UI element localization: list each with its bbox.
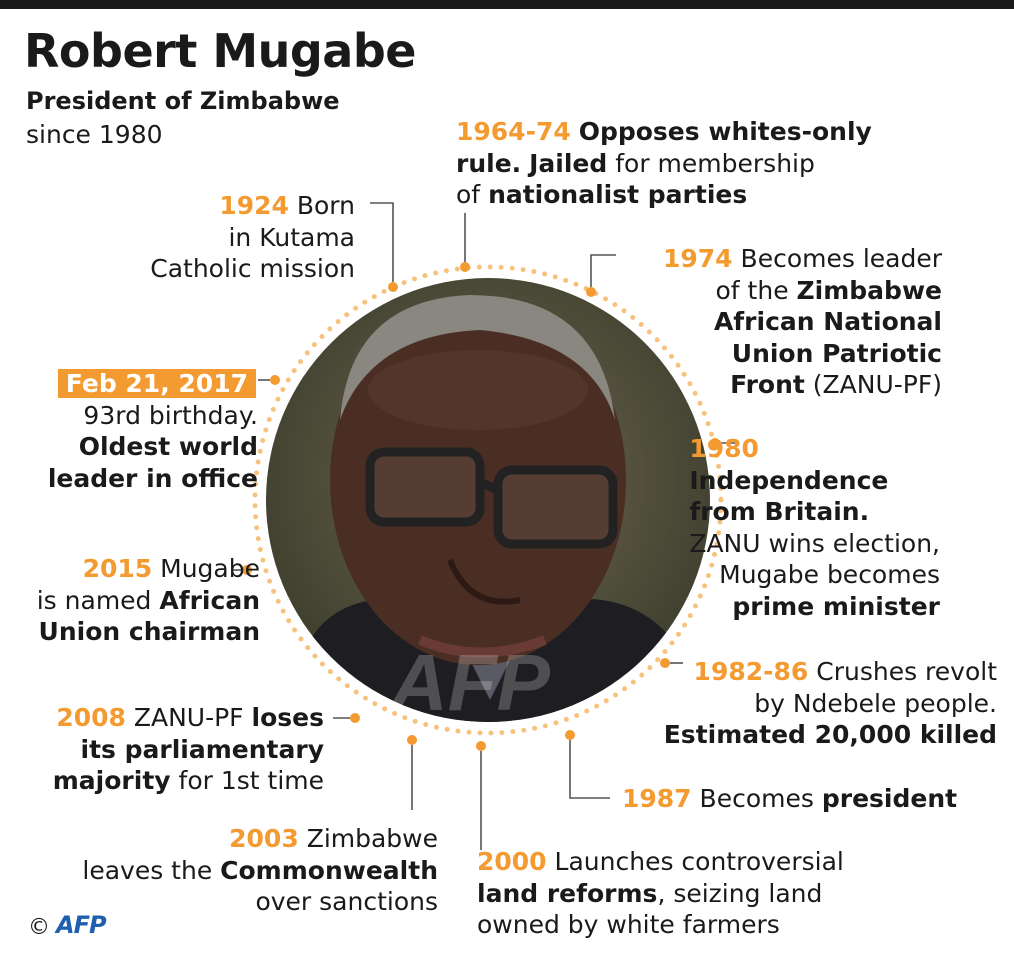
- date-highlight: Feb 21, 2017: [57, 369, 256, 398]
- event-1982: 1982-86 Crushes revolt by Ndebele people…: [663, 657, 997, 749]
- timeline-ring: [252, 264, 724, 736]
- event-1980: 1980 Independence from Britain. ZANU win…: [689, 434, 940, 621]
- event-1974: 1974 Becomes leader of the Zimbabwe Afri…: [663, 244, 942, 399]
- portrait-photo: AFP: [266, 278, 710, 727]
- event-2003: 2003 Zimbabwe leaves the Commonwealth ov…: [82, 824, 438, 916]
- event-2000: 2000 Launches controversial land reforms…: [477, 847, 844, 939]
- event-1987: 1987 Becomes president: [622, 784, 958, 813]
- event-2008: 2008 ZANU-PF loses its parliamentary maj…: [52, 703, 324, 795]
- event-2015: 2015 Mugabe is named African Union chair…: [36, 554, 260, 646]
- event-dots: [242, 262, 720, 751]
- photo-watermark: AFP: [388, 638, 551, 727]
- page-subtitle: President of Zimbabwe: [26, 87, 340, 115]
- since-year: since 1980: [26, 120, 163, 149]
- afp-logo: AFP: [56, 911, 107, 939]
- page-title: Robert Mugabe: [24, 24, 416, 78]
- copyright-symbol: ©: [28, 915, 50, 940]
- event-1964: 1964-74 Opposes whites-only rule. Jailed…: [456, 117, 872, 209]
- top-bar: [0, 0, 1014, 9]
- leader-lines: [232, 202, 737, 850]
- event-2017: Feb 21, 2017 93rd birthday. Oldest world…: [47, 369, 258, 493]
- event-1924: 1924 Born in Kutama Catholic mission: [150, 191, 355, 283]
